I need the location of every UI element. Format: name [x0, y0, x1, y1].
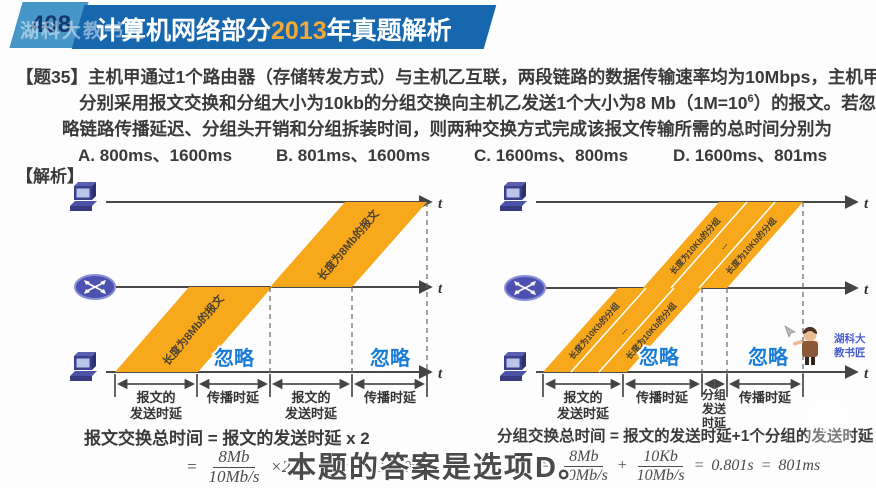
segment-send-delay: 报文的 — [563, 390, 602, 405]
segment-prop-delay: 传播时延 — [363, 390, 417, 405]
analysis-label: 【解析】 — [16, 167, 84, 186]
segment-send-delay: 报文的 — [291, 390, 330, 405]
segment-pkt-send-delay: 时延 — [702, 415, 727, 430]
ignore-label: 忽略 — [370, 346, 411, 370]
question-line-1: 【题35】主机甲通过1个路由器（存储转发方式）与主机乙互联，两段链路的数据传输速… — [16, 67, 876, 87]
packet-total-time-formula: 分组交换总时间 = 报文的发送时延+1个分组的发送时延 — [497, 428, 874, 445]
option-d: D. 1600ms、801ms — [673, 146, 828, 165]
mouse-cursor — [784, 325, 796, 338]
page-title: 计算机网络部分2013年真题解析 — [96, 11, 452, 47]
tick-marks — [114, 374, 428, 397]
message-switching-diagram: t t t 长度为8Mb的报文 长度为8Mb的报文 忽略 忽略 — [70, 182, 443, 421]
packet-switching-diagram: t t t 长度为10Kb的分组 ... 长度为10Kb的分组 长度为10Kb的… — [500, 182, 869, 430]
exponent: 6 — [747, 93, 754, 106]
title-year: 2013 — [271, 17, 327, 45]
segment-pkt-send-delay: 发送 — [701, 401, 727, 416]
packet-dots: ... — [717, 239, 729, 251]
t-axis-label: t — [864, 366, 869, 382]
option-a: A. 800ms、1600ms — [78, 146, 233, 165]
fraction: 8Mb 10Mb/s — [208, 447, 260, 486]
channel-watermark: 湖科大教书匠 — [20, 21, 147, 42]
ignore-label: 忽略 — [214, 346, 255, 370]
t-axis-label: t — [864, 196, 869, 212]
dashed-guides — [701, 202, 804, 382]
subtitle-answer: 本题的答案是选项D。 — [287, 452, 589, 484]
router-icon — [74, 274, 116, 300]
play-button[interactable] — [806, 400, 852, 446]
mascot — [793, 327, 818, 365]
ignore-label: 忽略 — [748, 345, 789, 369]
router-icon — [504, 275, 546, 301]
segment-pkt-send-delay: 分组 — [702, 387, 726, 402]
question-line-3: 略链路传播延迟、分组头开销和分组拆装时间，则两种交换方式完成该报文传输所需的总时… — [62, 119, 832, 139]
play-icon — [823, 413, 839, 433]
segment-send-delay: 报文的 — [136, 390, 175, 405]
segment-prop-delay: 传播时延 — [206, 390, 260, 405]
question-line-2: 分别采用报文交换和分组大小为10kb的分组交换向主机乙发送1个大小为8 Mb（1… — [79, 93, 876, 113]
message-calc: = 8Mb 10Mb/s ×2 = 1.6s = 1600ms — [186, 447, 431, 486]
host-b-icon — [70, 352, 97, 381]
title-part2: 年真题解析 — [326, 17, 452, 45]
packet-calc: = 8Mb 10Mb/s + 10Kb 10Mb/s = 0.801s = 80… — [540, 448, 821, 484]
mascot-watermark: 教书匠 — [833, 346, 866, 359]
packet-band-link2: 长度为10Kb的分组 ... 长度为10Kb的分组 — [643, 201, 803, 289]
badge-408: 408 — [31, 11, 72, 38]
segment-prop-delay: 传播时延 — [738, 390, 792, 405]
host-a-icon — [70, 182, 97, 211]
dashed-guides — [269, 202, 428, 382]
segment-prop-delay: 传播时延 — [635, 390, 689, 405]
option-b: B. 801ms、1600ms — [276, 146, 431, 165]
tick-marks — [542, 374, 804, 397]
message-band-link2: 长度为8Mb的报文 — [270, 202, 427, 287]
message-total-time-formula: 报文交换总时间 = 报文的发送时延 x 2 — [84, 429, 370, 448]
segment-send-delay: 发送时延 — [284, 406, 338, 421]
t-axis-label: t — [438, 366, 443, 382]
fraction: 10Kb 10Mb/s — [636, 448, 685, 484]
fraction: 8Mb 10Mb/s — [559, 448, 608, 484]
ignore-label: 忽略 — [639, 345, 680, 369]
t-axis-label: t — [438, 281, 443, 297]
t-axis-label: t — [864, 282, 869, 298]
host-a-icon — [500, 182, 527, 211]
segment-send-delay: 发送时延 — [556, 406, 610, 421]
packet-dots: ... — [617, 324, 629, 336]
option-c: C. 1600ms、800ms — [474, 146, 629, 165]
host-b-icon — [500, 352, 527, 381]
title-part1: 计算机网络部分 — [96, 17, 272, 45]
segment-send-delay: 发送时延 — [129, 406, 183, 421]
t-axis-label: t — [438, 196, 443, 212]
mascot-watermark: 湖科大 — [834, 332, 866, 345]
